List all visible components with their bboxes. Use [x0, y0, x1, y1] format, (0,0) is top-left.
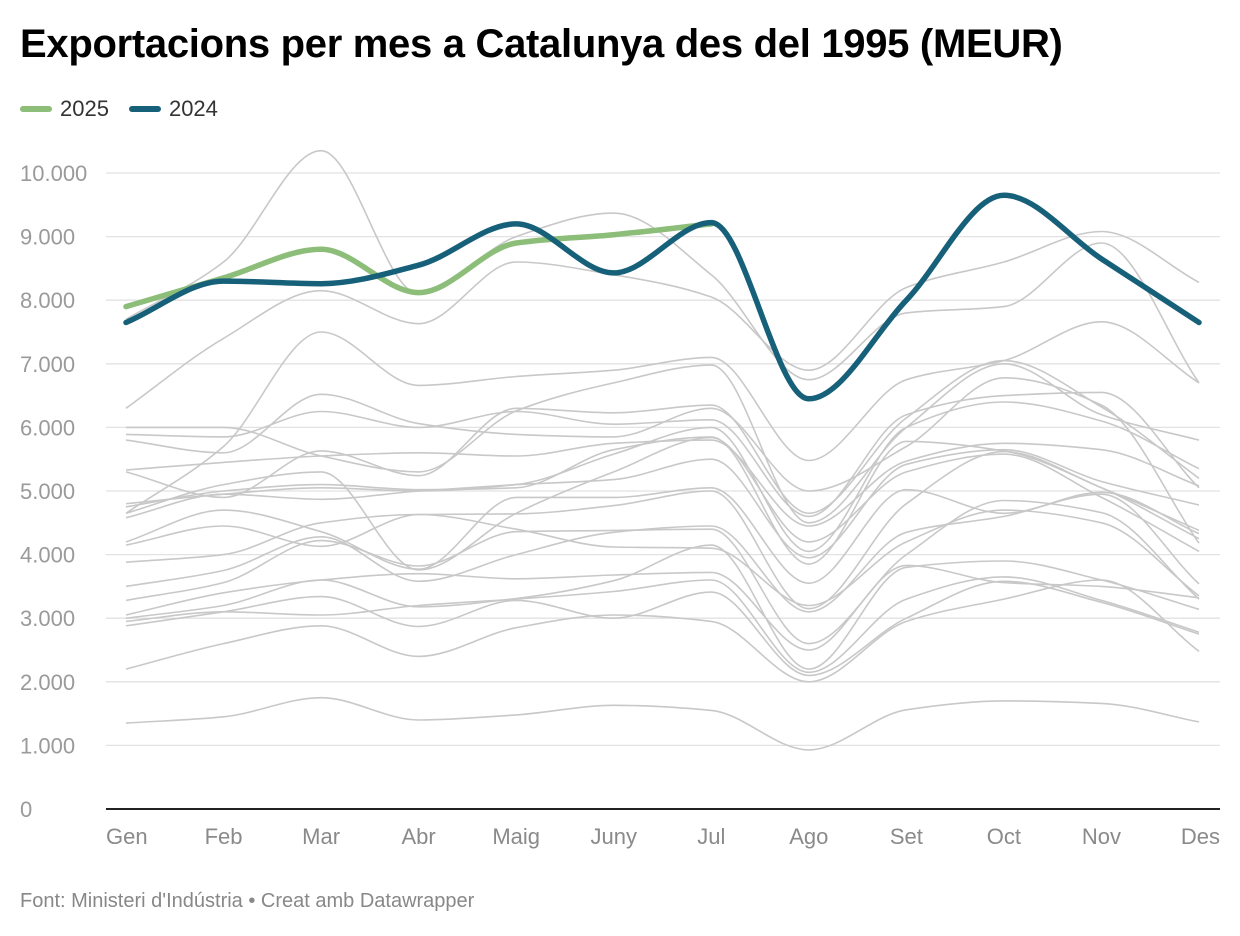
- x-tick-label: Gen: [106, 824, 148, 849]
- legend-swatch-2024: [128, 106, 161, 112]
- history-series-line: [125, 359, 1200, 515]
- y-tick-label: 10.000: [20, 161, 87, 186]
- source-note: Font: Ministeri d'Indústria • Creat amb …: [20, 890, 475, 912]
- y-tick-label: 6.000: [20, 415, 75, 440]
- x-tick-label: Ago: [789, 824, 828, 849]
- history-series-line: [125, 320, 1200, 514]
- x-tick-label: Oct: [987, 824, 1021, 849]
- y-tick-label: 0: [20, 797, 32, 822]
- x-tick-label: Maig: [492, 824, 540, 849]
- x-tick-label: Abr: [402, 824, 436, 849]
- y-tick-label: 3.000: [20, 606, 75, 631]
- y-tick-label: 9.000: [20, 225, 75, 250]
- history-series-line: [125, 401, 1200, 553]
- legend: 2025 2024: [20, 96, 218, 122]
- x-tick-label: Feb: [205, 824, 243, 849]
- chart-title: Exportacions per mes a Catalunya des del…: [20, 22, 1063, 66]
- y-tick-label: 2.000: [20, 670, 75, 695]
- y-tick-label: 8.000: [20, 288, 75, 313]
- series-2025-line: [123, 221, 715, 310]
- x-tick-label: Juny: [590, 824, 636, 849]
- y-tick-label: 5.000: [20, 479, 75, 504]
- x-tick-label: Jul: [697, 824, 725, 849]
- history-series-line: [125, 579, 1200, 683]
- history-series-line: [125, 564, 1200, 651]
- legend-label-2024: 2024: [168, 96, 218, 121]
- history-series-line: [125, 448, 1200, 559]
- y-tick-label: 1.000: [20, 733, 75, 758]
- x-tick-label: Set: [890, 824, 923, 849]
- history-series-line: [125, 509, 1200, 607]
- history-series-line: [125, 544, 1200, 670]
- history-series-line: [125, 696, 1200, 751]
- history-series-line: [125, 230, 1200, 409]
- legend-label-2025: 2025: [60, 96, 109, 121]
- history-series-line: [125, 486, 1200, 585]
- legend-swatch-2025: [20, 106, 52, 112]
- x-tick-label: Nov: [1082, 824, 1121, 849]
- history-series-line: [126, 362, 1200, 524]
- series-2024-line: [123, 192, 1202, 402]
- history-series-line: [125, 436, 1200, 565]
- y-tick-label: 4.000: [20, 543, 75, 568]
- history-series-line: [125, 580, 1200, 677]
- x-tick-label: Mar: [302, 824, 340, 849]
- legend-item-2024: 2024: [128, 96, 218, 122]
- y-tick-label: 7.000: [20, 352, 75, 377]
- history-series-line: [125, 576, 1200, 674]
- legend-item-2025: 2025: [20, 96, 109, 122]
- x-tick-label: Des: [1181, 824, 1220, 849]
- history-series-line: [125, 391, 1200, 518]
- history-series-line: [125, 149, 1200, 384]
- history-series-line: [125, 439, 1200, 527]
- history-series-line: [125, 376, 1200, 544]
- history-series-line: [125, 499, 1200, 645]
- history-series-line: [125, 436, 1200, 571]
